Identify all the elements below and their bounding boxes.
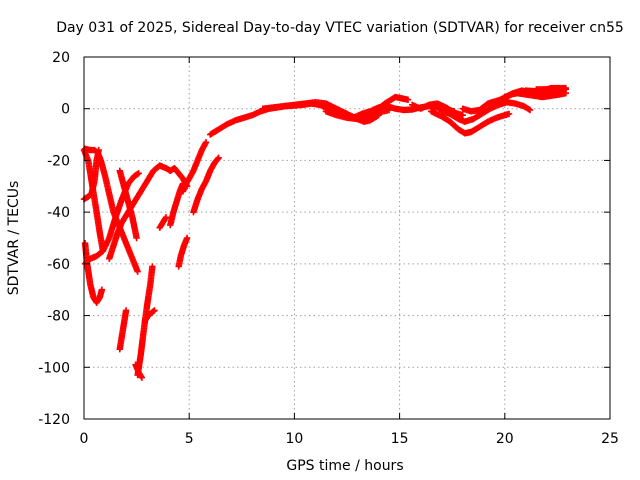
data-points [80,84,570,381]
data-point [562,84,570,92]
tick-marks [83,56,611,420]
data-point [215,154,222,162]
y-tick-label: 0 [61,102,70,118]
data-point [526,106,534,114]
data-point [98,286,106,293]
series-track-15 [179,139,210,195]
series-track-12 [156,214,170,231]
x-tick-label: 0 [80,431,89,447]
y-tick-label: -80 [47,309,70,325]
y-tick-label: -40 [47,205,70,221]
data-point [135,170,142,177]
data-point [404,96,412,103]
series-track-14 [175,234,191,270]
data-point [150,308,157,315]
x-tick-label: 25 [601,431,619,447]
data-point [385,106,393,114]
y-tick-label: -120 [38,412,70,428]
data-point [134,268,141,275]
series-track-7 [116,167,140,242]
data-point [183,234,191,242]
tick-labels: 0 5 10 15 20 25 -120 -100 -80 -60 -40 -20 0 20 [38,50,619,447]
series-track-16 [190,154,222,216]
x-tick-label: 20 [496,431,514,447]
x-tick-label: 5 [185,431,194,447]
x-tick-label: 15 [391,431,409,447]
data-point [133,234,140,242]
series-track-21 [427,108,513,137]
data-point [162,214,170,221]
series-track-8 [116,307,130,353]
chart-title: Day 031 of 2025, Sidereal Day-to-day VTE… [56,20,624,36]
x-tick-label: 10 [285,431,303,447]
plot-frame [83,56,611,420]
data-point [202,139,210,146]
x-axis-label: GPS time / hours [286,458,403,474]
series-track-26 [522,84,570,95]
data-point [214,155,222,163]
series-track-20 [362,93,412,120]
y-axis-label: SDTVAR / TECUs [6,181,22,296]
series-track-11 [141,307,158,324]
y-tick-label: -20 [47,153,70,169]
y-tick-label: -100 [38,360,70,376]
data-point [505,110,513,118]
data-point [138,374,146,381]
data-point [149,263,156,270]
data-point [122,307,130,314]
y-tick-label: 20 [52,50,70,66]
series-track-2 [81,239,106,306]
data-point [459,111,466,119]
series-track-27 [409,100,466,119]
data-point [151,307,158,314]
y-tick-label: -60 [47,257,70,273]
series-track-5 [81,145,141,275]
